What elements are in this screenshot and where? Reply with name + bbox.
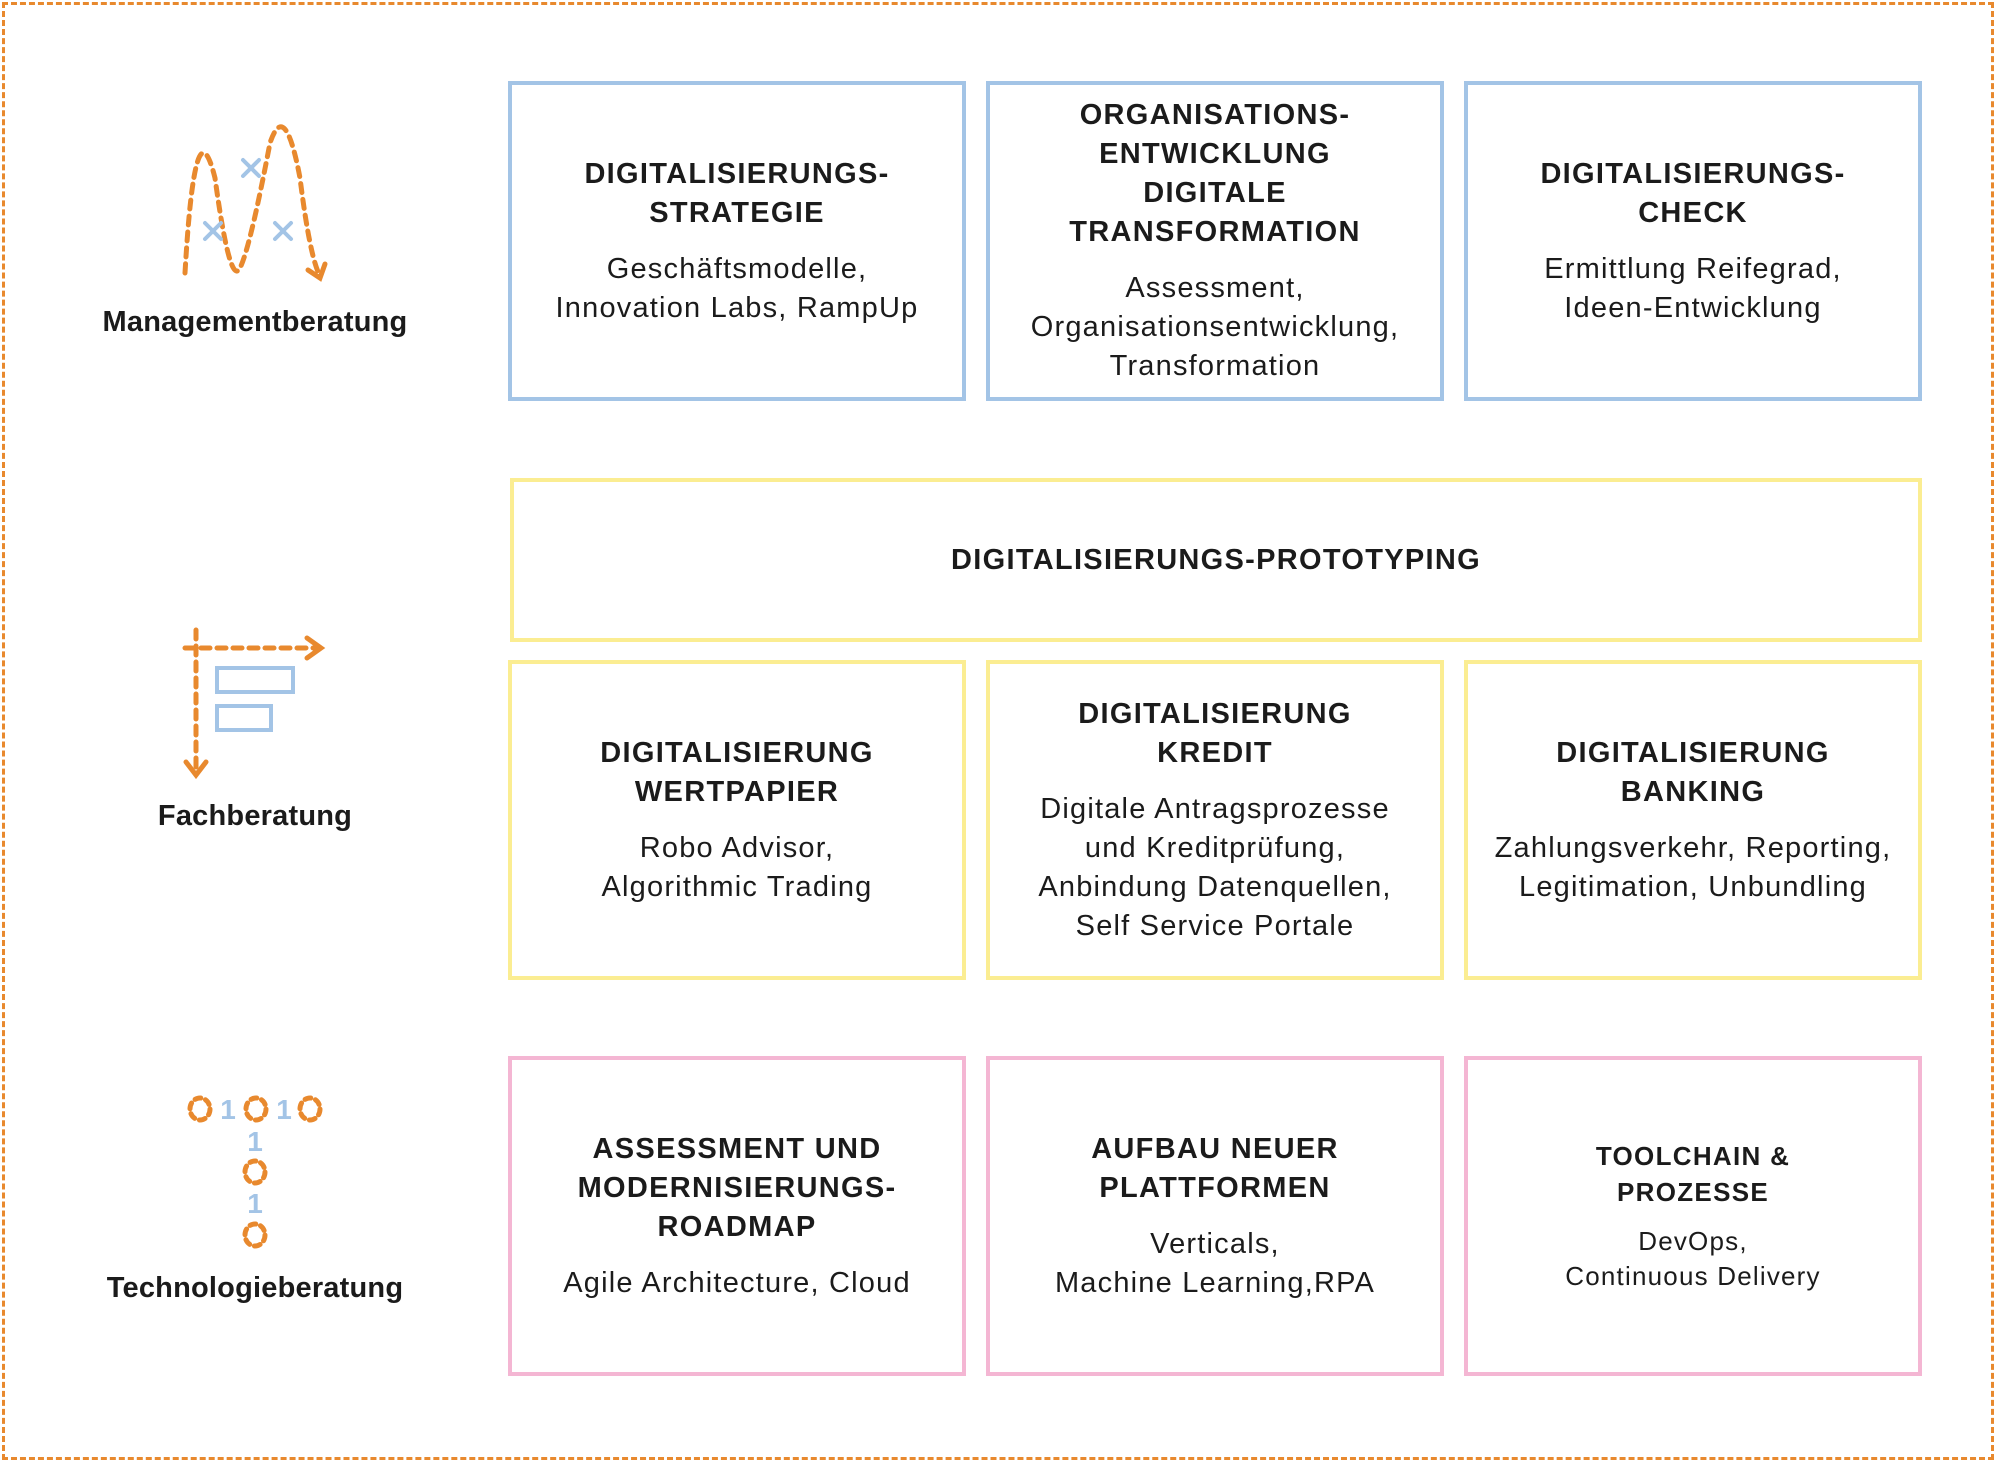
card-toolchain-prozesse: TOOLCHAIN & PROZESSE DevOps, Continuous … (1464, 1056, 1922, 1376)
card-assessment-roadmap: ASSESSMENT UND MODERNISIERUNGS- ROADMAP … (508, 1056, 966, 1376)
prototyping-title: DIGITALISIERUNGS-PROTOTYPING (951, 543, 1481, 576)
binary-digit: 1 (247, 1188, 263, 1219)
binary-digit: 1 (220, 1094, 236, 1125)
card-text: Geschäftsmodelle, Innovation Labs, RampU… (555, 252, 919, 324)
card-text: Robo Advisor, Algorithmic Trading (601, 831, 873, 903)
card-title: ASSESSMENT UND MODERNISIERUNGS- ROADMAP (577, 1132, 897, 1243)
card-title: DIGITALISIERUNG KREDIT (1078, 697, 1352, 769)
card-digitalisierungs-check: DIGITALISIERUNGS- CHECK Ermittlung Reife… (1464, 81, 1922, 401)
card-text: Verticals, Machine Learning,RPA (1054, 1227, 1376, 1299)
binary-digit: 1 (247, 1126, 263, 1157)
card-text: Agile Architecture, Cloud (563, 1266, 911, 1299)
card-title: DIGITALISIERUNGS- STRATEGIE (584, 157, 890, 229)
card-title: DIGITALISIERUNG BANKING (1556, 736, 1830, 808)
card-digitalisierung-wertpapier: DIGITALISIERUNG WERTPAPIER Robo Advisor,… (508, 660, 966, 980)
card-text: Assessment, Organisationsentwicklung, Tr… (1030, 272, 1400, 382)
binary-tree-icon: 1 1 1 1 (187, 1094, 323, 1249)
card-text: Zahlungsverkehr, Reporting, Legitimation… (1494, 831, 1892, 903)
card-digitalisierung-banking: DIGITALISIERUNG BANKING Zahlungsverkehr,… (1464, 660, 1922, 980)
card-aufbau-plattformen: AUFBAU NEUER PLATTFORMEN Verticals, Mach… (986, 1056, 1444, 1376)
card-title: DIGITALISIERUNG WERTPAPIER (600, 736, 874, 808)
card-title: AUFBAU NEUER PLATTFORMEN (1091, 1132, 1339, 1204)
expertise-chart-icon (182, 627, 326, 780)
card-digitalisierungs-strategie: DIGITALISIERUNGS- STRATEGIE Geschäftsmod… (508, 81, 966, 401)
card-digitalisierung-kredit: DIGITALISIERUNG KREDIT Digitale Antragsp… (986, 660, 1444, 980)
card-text: DevOps, Continuous Delivery (1565, 1226, 1821, 1291)
row-label-fachberatung: Fachberatung (157, 800, 353, 832)
row-label-technologie: Technologieberatung (106, 1272, 404, 1304)
binary-digit: 1 (276, 1094, 292, 1125)
card-title: TOOLCHAIN & PROZESSE (1595, 1141, 1791, 1207)
card-title: DIGITALISIERUNGS- CHECK (1540, 157, 1846, 229)
management-arch-icon (182, 124, 328, 282)
card-organisationsentwicklung: ORGANISATIONS- ENTWICKLUNG DIGITALE TRAN… (986, 81, 1444, 401)
card-title: ORGANISATIONS- ENTWICKLUNG DIGITALE TRAN… (1069, 99, 1361, 248)
card-text: Ermittlung Reifegrad, Ideen-Entwicklung (1544, 252, 1842, 324)
row-label-management: Managementberatung (102, 306, 408, 338)
prototyping-bar: DIGITALISIERUNGS-PROTOTYPING (510, 478, 1922, 642)
card-text: Digitale Antragsprozesse und Kreditprüfu… (1038, 792, 1392, 942)
